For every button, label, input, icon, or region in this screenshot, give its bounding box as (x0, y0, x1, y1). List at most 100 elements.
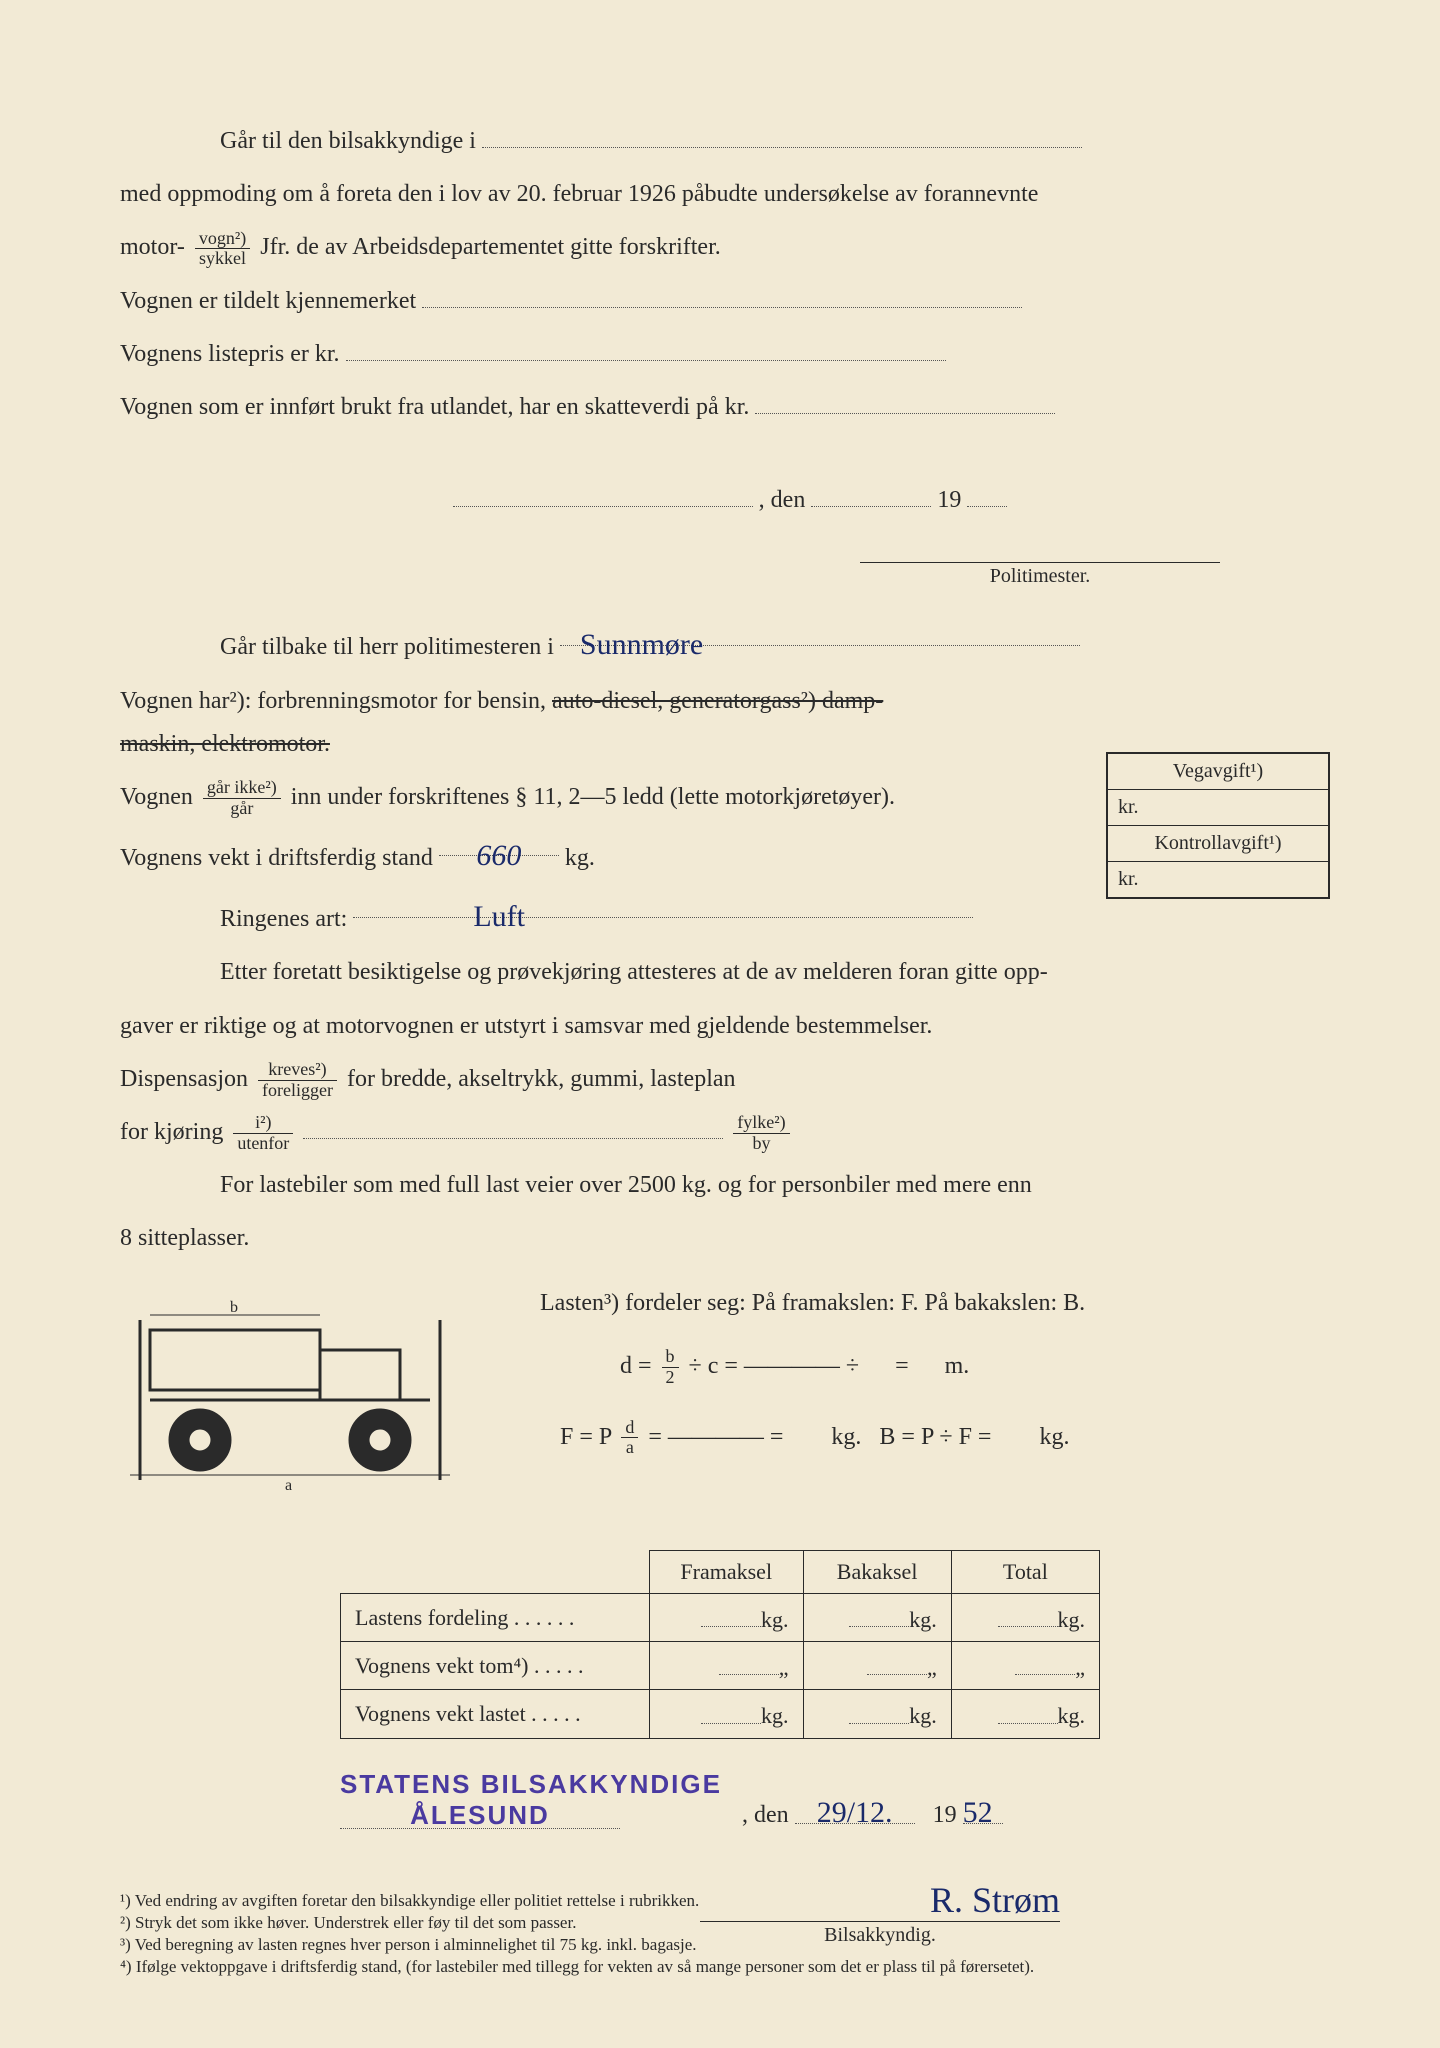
stamp-line1: STATENS BILSAKKYNDIGE (340, 1769, 722, 1800)
text: kg. (565, 845, 595, 871)
axle-table: Framaksel Bakaksel Total Lastens fordeli… (340, 1550, 1100, 1739)
line-skatteverdi: Vognen som er innført brukt fra utlandet… (120, 386, 1340, 429)
blank-weight: 660 (439, 829, 559, 856)
blank-year (967, 480, 1007, 507)
blank-day (811, 480, 931, 507)
table-row: Vognens vekt tom⁴) . . . . . „ „ „ (341, 1642, 1100, 1690)
frac-top: kreves²) (258, 1060, 337, 1081)
text: Dispensasjon (120, 1066, 248, 1092)
text: for kjøring (120, 1119, 223, 1145)
line-oppmoding: med oppmoding om å foreta den i lov av 2… (120, 173, 1340, 216)
line-kjoring: for kjøring i²) utenfor fylke²) by (120, 1111, 1340, 1154)
lasten-label: Lasten³) fordeler seg: På framakslen: F.… (540, 1290, 1320, 1317)
blank-field (422, 280, 1022, 307)
text: Vognen (120, 784, 193, 810)
line-motor-type: Vognen har²): forbrenningsmotor for bens… (120, 680, 1020, 766)
text: Vognen er tildelt kjennemerket (120, 288, 416, 314)
footnote-4: ⁴) Ifølge vektoppgave i driftsferdig sta… (120, 1956, 1340, 1978)
frac-bot: går (203, 799, 281, 819)
stamp-date-row: STATENS BILSAKKYNDIGE ÅLESUND , den 29/1… (340, 1769, 1100, 1830)
footnote-2: ²) Stryk det som ikke høver. Understrek … (120, 1912, 1340, 1934)
frac-bot: foreligger (258, 1081, 337, 1101)
fraction-kreves: kreves²) foreligger (258, 1060, 337, 1101)
text: , den (759, 487, 806, 513)
footnote-1: ¹) Ved endring av avgiften foretar den b… (120, 1890, 1340, 1912)
handwritten-year: 52 (963, 1796, 993, 1830)
formulas-block: Lasten³) fordeler seg: På framakslen: F.… (540, 1290, 1320, 1458)
para-besiktelse-2: gaver er riktige og at motorvognen er ut… (120, 1005, 1340, 1048)
blank-place (453, 480, 753, 507)
blank-field (346, 333, 946, 360)
row-label: Vognens vekt tom⁴) . . . . . (341, 1642, 650, 1690)
frac-bot: sykkel (195, 249, 250, 269)
text: 19 (937, 487, 961, 513)
frac-bot: utenfor (233, 1134, 293, 1154)
text: for bredde, akseltrykk, gummi, lasteplan (347, 1066, 736, 1092)
table-row: Lastens fordeling . . . . . . kg. kg. kg… (341, 1594, 1100, 1642)
fraction-vogn-sykkel: vogn²) sykkel (195, 229, 250, 270)
handwritten-place: Sunnmøre (580, 618, 703, 672)
politimester-line: Politimester. (120, 562, 1220, 588)
frac-top: vogn²) (195, 229, 250, 250)
handwritten-date: 29/12. (817, 1796, 893, 1830)
row-label: Lastens fordeling . . . . . . (341, 1594, 650, 1642)
handwritten-rings: Luft (473, 890, 525, 944)
text: Vognen har²): forbrenningsmotor for bens… (120, 688, 546, 714)
kontrollavgift-value: kr. (1108, 862, 1328, 897)
text: Går til den bilsakkyndige i (220, 128, 476, 154)
stamp-line2-blank: ÅLESUND (340, 1800, 620, 1830)
stamp-block: STATENS BILSAKKYNDIGE ÅLESUND (340, 1769, 722, 1830)
th-bakaksel: Bakaksel (803, 1551, 951, 1594)
politimester-label: Politimester. (860, 562, 1220, 588)
text: Ringenes art: (220, 906, 347, 932)
frac-top: går ikke²) (203, 778, 281, 799)
text: Vognens listepris er kr. (120, 341, 340, 367)
blank-field (482, 121, 1082, 148)
para-besiktelse-1: Etter foretatt besiktigelse og prøvekjør… (120, 951, 1340, 994)
svg-text:b: b (230, 1300, 238, 1316)
text: Vognen som er innført brukt fra utlandet… (120, 394, 749, 420)
date-line: , den 19 (120, 479, 1340, 522)
truck-diagram: a b (120, 1300, 490, 1500)
document-page: Går til den bilsakkyndige i med oppmodin… (0, 0, 1440, 2048)
line-listepris: Vognens listepris er kr. (120, 333, 1340, 376)
line-motor: motor- vogn²) sykkel Jfr. de av Arbeidsd… (120, 226, 1340, 269)
footnote-3: ³) Ved beregning av lasten regnes hver p… (120, 1934, 1340, 1956)
handwritten-weight: 660 (476, 829, 521, 883)
line-forskrift: Vognen går ikke²) går inn under forskrif… (120, 776, 1020, 819)
vegavgift-value: kr. (1108, 790, 1328, 826)
text: motor- (120, 234, 185, 260)
blank-field (755, 387, 1055, 414)
frac-top: fylke²) (733, 1113, 789, 1134)
text: inn under forskriftenes § 11, 2—5 ledd (… (291, 784, 895, 810)
kontrollavgift-label: Kontrollavgift¹) (1108, 826, 1328, 862)
fraction-gar: går ikke²) går (203, 778, 281, 819)
blank-rings: Luft (353, 890, 973, 917)
blank-politimester: Sunnmøre (560, 618, 1080, 645)
frac-bot: by (733, 1134, 789, 1154)
axle-table-wrap: Framaksel Bakaksel Total Lastens fordeli… (340, 1530, 1100, 1947)
line-tilbake: Går tilbake til herr politimesteren i Su… (120, 618, 1340, 669)
struck-text: auto-diesel, generatorgass²) damp- (552, 688, 883, 714)
table-row: Vognens vekt lastet . . . . . kg. kg. kg… (341, 1690, 1100, 1738)
row-label: Vognens vekt lastet . . . . . (341, 1690, 650, 1738)
text: Går tilbake til herr politimesteren i (220, 634, 554, 660)
frac-top: i²) (233, 1113, 293, 1134)
th-total: Total (951, 1551, 1099, 1594)
fraction-utenfor: i²) utenfor (233, 1113, 293, 1154)
svg-text:a: a (285, 1477, 292, 1494)
avgift-box: Vegavgift¹) kr. Kontrollavgift¹) kr. (1106, 752, 1330, 899)
text: Vognens vekt i driftsferdig stand (120, 845, 433, 871)
para-lastebiler-2: 8 sitteplasser. (120, 1217, 1340, 1260)
line-bilsakkyndige: Går til den bilsakkyndige i (120, 120, 1340, 163)
text: Jfr. de av Arbeidsdepartementet gitte fo… (260, 234, 721, 260)
fraction-fylke: fylke²) by (733, 1113, 789, 1154)
line-kjennemerke: Vognen er tildelt kjennemerket (120, 280, 1340, 323)
footnotes: ¹) Ved endring av avgiften foretar den b… (120, 1890, 1340, 1978)
struck-text: maskin, elektromotor. (120, 731, 330, 757)
blank-field (303, 1112, 723, 1139)
para-lastebiler-1: For lastebiler som med full last veier o… (120, 1164, 1340, 1207)
line-dispensasjon: Dispensasjon kreves²) foreligger for bre… (120, 1058, 1340, 1101)
vegavgift-label: Vegavgift¹) (1108, 754, 1328, 790)
bottom-date: , den 29/12. 19 52 (742, 1796, 1003, 1829)
